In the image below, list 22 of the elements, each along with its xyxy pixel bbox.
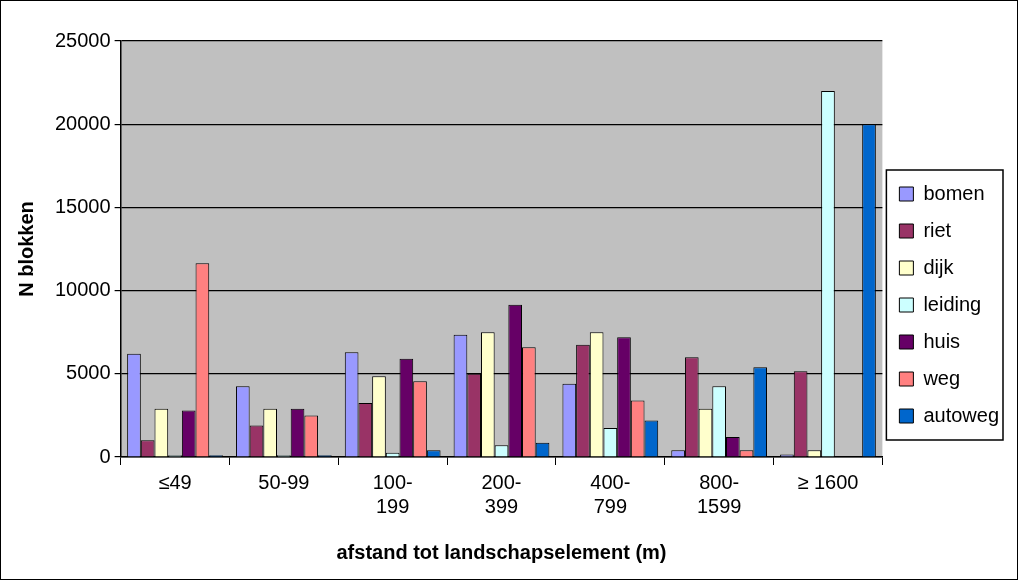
y-axis-title: N blokken: [14, 201, 37, 297]
legend-label: dijk: [923, 255, 955, 278]
x-axis-title: afstand tot landschapselement (m): [336, 540, 667, 563]
y-tick-label: 0: [99, 444, 111, 467]
x-tick-label: 400- 799: [590, 470, 631, 517]
x-tick-label: ≥ 1600: [797, 470, 859, 493]
y-tick-label: 5000: [66, 361, 111, 384]
legend-label: autoweg: [923, 403, 1000, 426]
y-tick-label: 10000: [54, 278, 111, 301]
y-tick-label: 15000: [54, 194, 111, 217]
legend-label: weg: [922, 366, 961, 389]
legend-label: huis: [923, 329, 961, 352]
legend-label: riet: [923, 218, 952, 241]
legend-label: bomen: [923, 181, 985, 204]
legend-label: leiding: [923, 292, 982, 315]
x-tick-label: 50-99: [258, 470, 310, 493]
x-tick-label: ≤49: [158, 470, 192, 493]
x-tick-label: 100- 199: [372, 470, 413, 517]
x-tick-label: 200- 399: [481, 470, 522, 517]
x-tick-label: 800- 1599: [696, 470, 742, 517]
y-tick-label: 20000: [54, 111, 111, 134]
y-tick-label: 25000: [54, 28, 111, 51]
